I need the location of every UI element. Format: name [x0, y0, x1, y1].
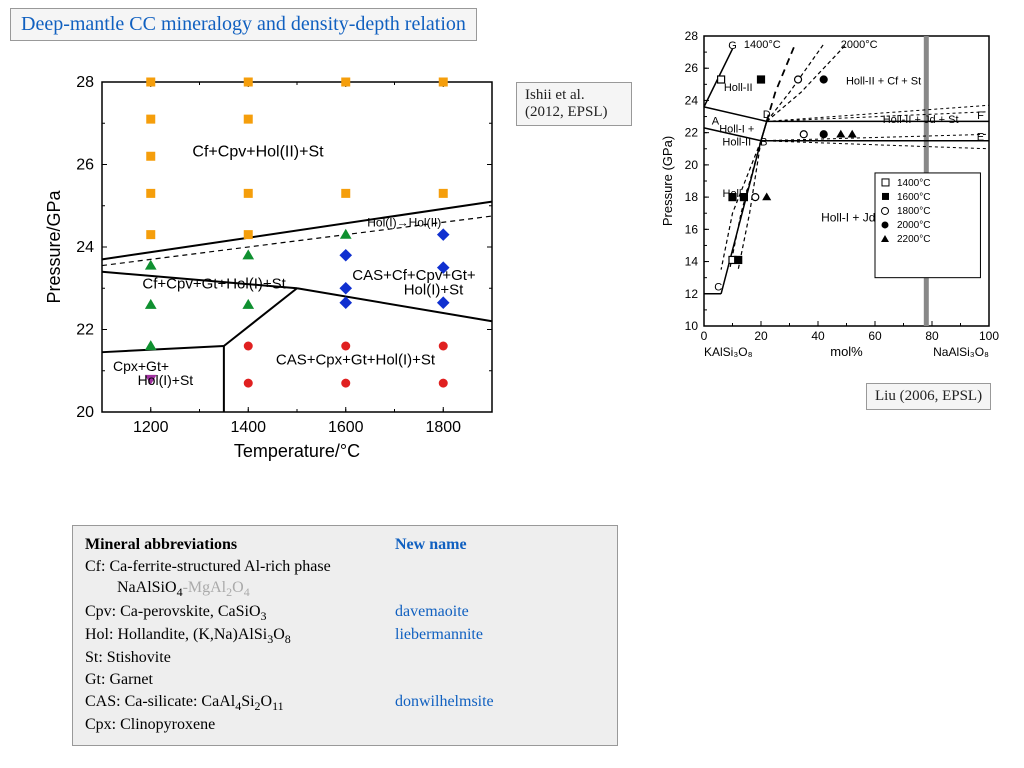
svg-text:1800°C: 1800°C: [897, 206, 930, 217]
svg-text:28: 28: [76, 74, 94, 91]
svg-text:Holl-II + Cf + St: Holl-II + Cf + St: [846, 75, 921, 87]
svg-text:26: 26: [685, 61, 699, 75]
svg-text:20: 20: [76, 404, 94, 421]
svg-text:1600: 1600: [328, 419, 364, 436]
abbrev-right: donwilhelmsite: [395, 691, 494, 714]
svg-text:0: 0: [701, 329, 708, 343]
svg-text:12: 12: [685, 287, 699, 301]
svg-text:Holl-II + Jd + St: Holl-II + Jd + St: [883, 114, 959, 126]
svg-text:2200°C: 2200°C: [897, 234, 930, 245]
abbrev-left: CAS: Ca-silicate: CaAl4Si2O11: [85, 691, 395, 714]
svg-text:100: 100: [979, 329, 999, 343]
svg-text:Hol(I)+St: Hol(I)+St: [404, 281, 464, 298]
svg-text:Holl-II: Holl-II: [724, 82, 753, 94]
svg-text:2000°C: 2000°C: [897, 220, 930, 231]
svg-text:22: 22: [76, 322, 94, 339]
abbrev-left: NaAlSiO4-MgAl2O4: [85, 577, 395, 600]
svg-text:1600°C: 1600°C: [897, 192, 930, 203]
svg-text:20: 20: [685, 158, 699, 172]
svg-text:80: 80: [925, 329, 939, 343]
abbrev-left: Cf: Ca-ferrite-structured Al-rich phase: [85, 556, 395, 578]
abbrev-newname-header: New name: [395, 534, 467, 556]
svg-text:Pressure/GPa: Pressure/GPa: [44, 189, 64, 303]
svg-text:60: 60: [868, 329, 882, 343]
svg-text:10: 10: [685, 319, 699, 333]
citation-liu: Liu (2006, EPSL): [866, 383, 991, 410]
svg-text:Holl-I +: Holl-I +: [719, 124, 754, 136]
right-phase-diagram: 0 20 40 60 80 100 10 12 14 16 18 20 22 24 26 28 mol% KAlS…: [650, 22, 1000, 372]
svg-text:Hol(I)→Hol(II): Hol(I)→Hol(II): [367, 215, 441, 229]
abbrev-right: davemaoite: [395, 601, 469, 624]
abbrev-left: Cpx: Clinopyroxene: [85, 714, 395, 736]
svg-text:B: B: [760, 137, 767, 149]
svg-text:1400°C: 1400°C: [744, 39, 781, 51]
svg-text:Cf+Cpv+Gt+Hol(I)+St: Cf+Cpv+Gt+Hol(I)+St: [142, 275, 286, 292]
svg-text:1400°C: 1400°C: [897, 178, 930, 189]
svg-text:16: 16: [685, 222, 699, 236]
svg-text:24: 24: [685, 93, 699, 107]
svg-text:Holl-II: Holl-II: [722, 137, 751, 149]
svg-text:KAlSi₃O₈: KAlSi₃O₈: [704, 345, 753, 359]
svg-text:20: 20: [754, 329, 768, 343]
svg-text:C: C: [714, 282, 722, 294]
svg-text:D: D: [763, 109, 771, 121]
svg-text:mol%: mol%: [830, 344, 863, 359]
abbrev-right: liebermannite: [395, 624, 483, 647]
svg-text:NaAlSi₃O₈: NaAlSi₃O₈: [933, 345, 989, 359]
abbrev-left: Hol: Hollandite, (K,Na)AlSi3O8: [85, 624, 395, 647]
svg-text:CAS+Cpx+Gt+Hol(I)+St: CAS+Cpx+Gt+Hol(I)+St: [276, 352, 436, 369]
svg-text:Hol(I)+St: Hol(I)+St: [138, 372, 194, 388]
svg-text:18: 18: [685, 190, 699, 204]
abbrev-left: Gt: Garnet: [85, 669, 395, 691]
citation-ishii-l2: (2012, EPSL): [525, 104, 608, 120]
svg-text:40: 40: [811, 329, 825, 343]
svg-text:Holl-I: Holl-I: [723, 188, 749, 200]
abbrev-left: St: Stishovite: [85, 647, 395, 669]
abbrev-header: Mineral abbreviations: [85, 534, 395, 556]
page-title: Deep-mantle CC mineralogy and density-de…: [10, 8, 477, 41]
svg-text:2000°C: 2000°C: [841, 39, 878, 51]
left-phase-diagram: 1200 1400 1600 1800 20 22 24 26 28 Temperature/°C…: [28, 60, 508, 470]
svg-text:22: 22: [685, 126, 699, 140]
svg-text:F: F: [977, 110, 984, 122]
svg-text:14: 14: [685, 255, 699, 269]
svg-text:E: E: [977, 132, 984, 144]
svg-text:1800: 1800: [425, 419, 461, 436]
svg-text:24: 24: [76, 239, 94, 256]
svg-text:Pressure (GPa): Pressure (GPa): [660, 136, 675, 226]
svg-text:Cf+Cpv+Hol(II)+St: Cf+Cpv+Hol(II)+St: [192, 143, 324, 160]
svg-text:28: 28: [685, 29, 699, 43]
svg-text:1400: 1400: [230, 419, 266, 436]
citation-ishii-l1: Ishii et al.: [525, 87, 585, 103]
abbrev-left: Cpv: Ca-perovskite, CaSiO3: [85, 601, 395, 624]
abbreviation-legend: Mineral abbreviations New name Cf: Ca-fe…: [72, 525, 618, 746]
svg-text:G: G: [728, 40, 737, 52]
svg-text:1200: 1200: [133, 419, 169, 436]
svg-text:26: 26: [76, 157, 94, 174]
svg-text:Temperature/°C: Temperature/°C: [234, 441, 360, 461]
citation-ishii: Ishii et al. (2012, EPSL): [516, 82, 632, 126]
